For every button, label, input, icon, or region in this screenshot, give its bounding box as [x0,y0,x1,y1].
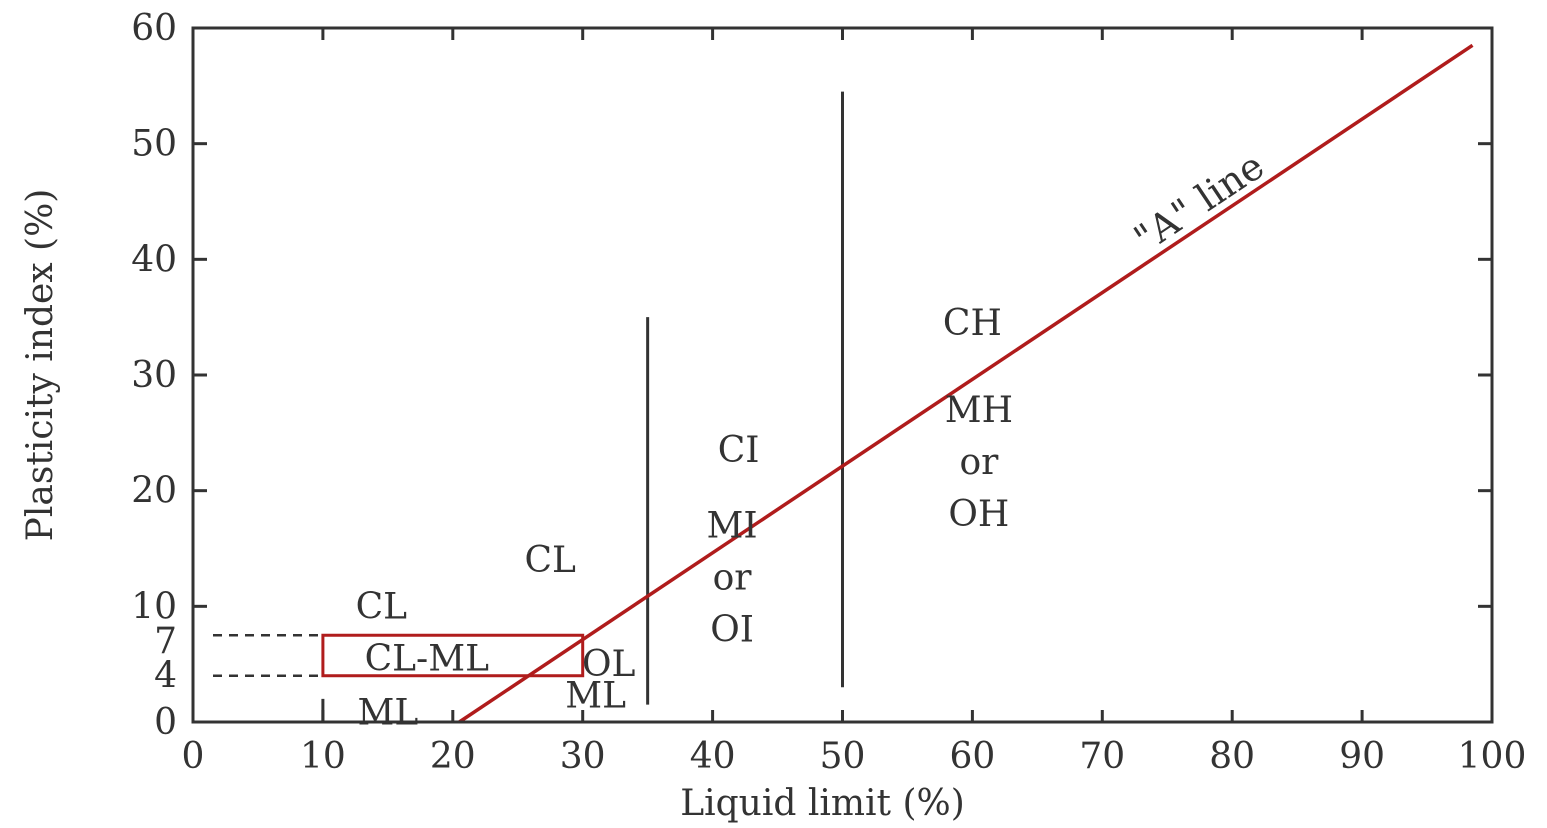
y-tick-label: 4 [154,656,177,697]
x-tick-label: 100 [1458,736,1527,777]
region-label: OH [948,494,1009,535]
y-tick-label: 30 [131,355,177,396]
region-label: MH [945,390,1013,431]
region-label: CI [718,430,760,471]
region-label: MI [707,505,758,546]
x-tick-label: 60 [949,736,995,777]
y-tick-label: 7 [154,621,177,662]
region-label: CH [943,303,1002,344]
y-tick-label: 20 [131,471,177,512]
a-line-label: "A" line [1126,143,1272,261]
y-axis-title: Plasticity index (%) [20,189,61,542]
y-tick-label: 60 [131,8,177,49]
a-line-group: "A" line [458,43,1474,724]
x-tick-label: 30 [560,736,606,777]
region-label: or [713,557,753,598]
region-label: ML [565,675,626,716]
x-tick-label: 80 [1209,736,1255,777]
x-tick-label: 20 [430,736,476,777]
a-line [458,43,1474,724]
region-label: CL [356,586,408,627]
x-tick-label: 0 [182,736,205,777]
region-label: OL [582,644,636,685]
y-tick-label: 0 [154,702,177,743]
x-tick-label: 50 [820,736,866,777]
x-tick-label: 70 [1079,736,1125,777]
region-label: OI [710,609,754,650]
y-tick-label: 40 [131,239,177,280]
region-label: or [959,442,999,483]
x-tick-label: 90 [1339,736,1385,777]
cl-ml-zone-rect [321,633,585,678]
y-tick-label: 50 [131,124,177,165]
dashed-guides [213,634,325,722]
region-label: ML [357,693,418,734]
x-axis-title: Liquid limit (%) [680,783,965,824]
region-label: CL [524,540,576,581]
x-tick-label: 10 [300,736,346,777]
region-label: CL-ML [365,638,489,679]
x-tick-label: 40 [690,736,736,777]
boundary-lines [646,91,844,705]
y-tick-label: 10 [131,586,177,627]
cl-ml-zone [321,633,585,678]
